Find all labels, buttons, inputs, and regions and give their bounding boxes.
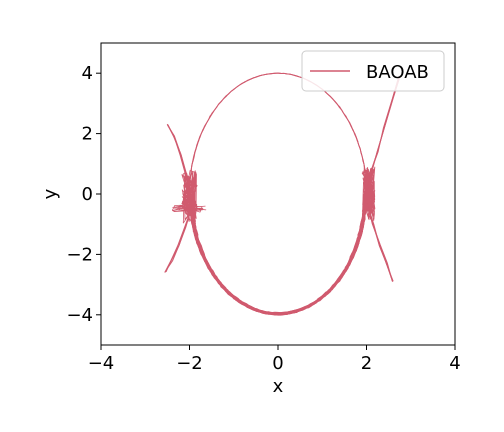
x-tick-label: 2	[361, 353, 372, 374]
trajectory-lower-band	[188, 193, 368, 316]
trajectory-upper-arc	[188, 72, 368, 195]
x-tick-label: 4	[449, 353, 460, 374]
legend-label: BAOAB	[366, 62, 429, 83]
trajectory-lower-band	[190, 193, 366, 315]
trajectory-lower-band	[190, 193, 366, 314]
left-horizontal-scribble	[172, 204, 207, 213]
x-axis-label: x	[273, 376, 284, 397]
left-branch-down	[164, 205, 193, 273]
left-turning-noise	[181, 170, 198, 225]
trajectory-lower-band	[189, 193, 367, 316]
trajectory-lower-band	[191, 193, 365, 315]
trajectory-lower-band	[188, 193, 368, 314]
x-tick-label: 0	[272, 353, 283, 374]
y-axis-label: y	[40, 188, 61, 199]
trajectory-lower-band	[189, 193, 367, 315]
legend-box	[301, 50, 445, 92]
right-turning-noise	[361, 166, 376, 221]
y-tick-label: −2	[66, 244, 93, 265]
trajectory-lower-band	[190, 193, 366, 316]
trajectory-lower-band	[188, 194, 367, 315]
trajectory-lower-band	[190, 193, 366, 315]
plot-area	[164, 72, 401, 316]
left-branch-up	[166, 124, 193, 200]
trajectory-lower-band	[190, 193, 365, 315]
y-tick-label: 4	[82, 63, 93, 84]
trajectory-lower-band	[190, 193, 366, 316]
left-branch-down	[164, 205, 193, 273]
trajectory-lower-band	[189, 194, 367, 316]
trajectory-lower-band	[189, 193, 366, 315]
y-tick-label: 0	[82, 184, 93, 205]
x-tick-label: −4	[88, 353, 115, 374]
trajectory-lower-band	[190, 193, 366, 315]
trajectory-lower-band	[190, 193, 366, 314]
legend: BAOAB	[301, 50, 445, 92]
trajectory-lower-band	[189, 193, 368, 315]
trajectory-lower-band	[189, 193, 368, 316]
right-branch-up	[365, 75, 401, 195]
right-branch-down	[366, 203, 394, 282]
right-branch-down	[366, 202, 393, 282]
trajectory-lower-band	[189, 193, 367, 316]
y-tick-label: −4	[66, 305, 93, 326]
x-tick-label: −2	[176, 353, 203, 374]
axes: −4 −2 0 2 4 −4 −2 0 2 4	[66, 42, 461, 374]
trajectory-lower-band	[189, 194, 368, 315]
trajectory-lower-band	[190, 193, 365, 315]
trajectory-group	[164, 72, 401, 316]
trajectory-lower-band	[191, 193, 365, 314]
y-tick-label: 2	[82, 124, 93, 145]
